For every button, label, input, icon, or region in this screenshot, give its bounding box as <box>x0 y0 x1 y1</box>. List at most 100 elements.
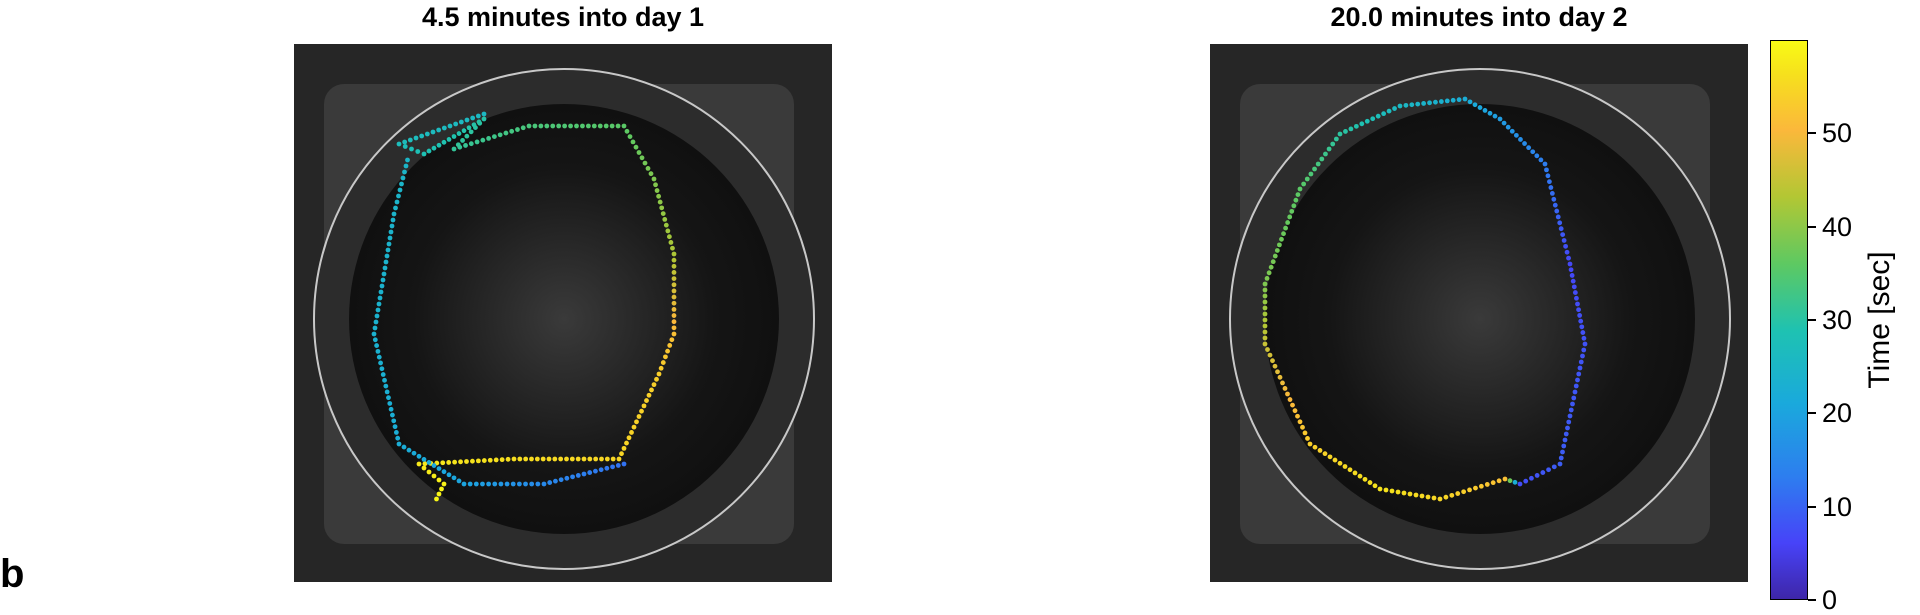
trajectory-dot <box>1568 407 1574 413</box>
trajectory-dot <box>464 459 469 464</box>
trajectory-dot <box>1581 347 1587 353</box>
trajectory-dot <box>1315 161 1321 167</box>
trajectory-dot <box>426 469 432 475</box>
trajectory-dot <box>396 193 401 199</box>
trajectory-dot <box>439 486 444 492</box>
trajectory-dot <box>671 251 677 257</box>
trajectory-dot <box>1540 470 1546 475</box>
trajectory-dot <box>1576 371 1582 377</box>
trajectory-dot <box>541 481 547 487</box>
trajectory-dot <box>389 223 395 229</box>
trajectory-dot <box>1262 341 1268 347</box>
trajectory-dot <box>405 157 410 163</box>
trajectory-dot <box>538 123 544 129</box>
trajectory-dot <box>1492 113 1498 119</box>
trajectory-dot <box>422 461 428 467</box>
trajectory-dot <box>1449 492 1455 498</box>
trajectory-dot <box>384 253 390 259</box>
trajectory-dot <box>1551 196 1557 202</box>
trajectory-dot <box>1545 173 1551 179</box>
trajectory-dot <box>630 139 636 145</box>
trajectory-dot <box>671 313 677 318</box>
trajectory-dot <box>440 460 446 466</box>
trajectory-dot <box>1522 141 1527 146</box>
trajectory-dot <box>1570 401 1575 407</box>
trajectory-dot <box>1270 358 1275 364</box>
trajectory-dot <box>574 123 579 129</box>
trajectory-dot <box>491 134 497 140</box>
trajectory-dot <box>380 372 386 377</box>
trajectory-dot <box>1343 129 1348 134</box>
trajectory-dot <box>671 276 677 282</box>
trajectory-dot <box>391 418 397 424</box>
trajectory-dot <box>1437 496 1443 502</box>
trajectory-dot <box>436 491 442 497</box>
colorbar-label: Time [sec] <box>1863 251 1896 389</box>
trajectory-dot <box>671 319 677 325</box>
trajectory-dot <box>403 163 409 169</box>
trajectory-dot <box>1307 441 1313 447</box>
trajectory-dot <box>585 123 591 129</box>
trajectory-dot <box>416 453 422 459</box>
trajectory-dot <box>646 392 652 398</box>
trajectory-dot <box>481 111 487 117</box>
trajectory-dot <box>1563 243 1568 249</box>
trajectory-dot <box>610 464 615 470</box>
trajectory-dot <box>372 337 378 343</box>
trajectory-dot <box>663 354 668 360</box>
trajectory-dot <box>436 477 442 483</box>
trajectory-dot <box>587 456 593 462</box>
trajectory-dot <box>436 466 442 472</box>
trajectory-dot <box>1484 482 1490 487</box>
trajectory-dot <box>1523 478 1529 484</box>
trajectory-dot <box>544 123 550 129</box>
trajectory-dot <box>668 240 674 245</box>
trajectory-dot <box>550 123 556 129</box>
trajectory-dot <box>654 376 659 382</box>
trajectory-dot <box>1477 105 1483 110</box>
arena-floor <box>349 104 779 534</box>
arena-photo-day-2 <box>1210 44 1748 582</box>
trajectory-dot <box>1283 225 1288 231</box>
trajectory-dot <box>1581 335 1587 341</box>
trajectory-dot <box>481 116 487 122</box>
trajectory-dot <box>667 343 673 348</box>
trajectory-dot <box>1262 311 1268 317</box>
trajectory-dot <box>671 282 677 288</box>
trajectory-dot <box>402 169 407 175</box>
trajectory-dot <box>570 474 575 480</box>
trajectory-dot <box>615 123 621 129</box>
trajectory-dot <box>1513 132 1519 138</box>
trajectory-dot <box>1281 231 1286 237</box>
trajectory-dot <box>1290 402 1295 408</box>
trajectory-dot <box>415 149 421 154</box>
trajectory-dot <box>1322 451 1328 457</box>
trajectory-dot <box>1270 259 1276 265</box>
trajectory-dot <box>671 288 677 294</box>
trajectory-dot <box>386 241 392 247</box>
trajectory-dot <box>1372 483 1378 489</box>
trajectory-dot <box>375 348 381 354</box>
trajectory-dot <box>1558 455 1564 461</box>
trajectory-dot <box>644 398 649 403</box>
trajectory-dot <box>1266 270 1272 276</box>
trajectory-dot <box>665 348 670 354</box>
trajectory-dot <box>1563 431 1569 437</box>
trajectory-dot <box>1577 365 1583 371</box>
trajectory-dot <box>597 123 603 129</box>
trajectory-dot <box>1542 161 1548 167</box>
colorbar-tick-label: 10 <box>1822 491 1853 522</box>
trajectory-dot <box>509 128 515 134</box>
trajectory-dot <box>409 146 414 152</box>
colorbar-tick-mark <box>1808 225 1816 228</box>
trajectory-dot <box>379 283 385 289</box>
trajectory-dot <box>1505 124 1511 130</box>
trajectory-dot <box>1547 179 1552 185</box>
trajectory-dot <box>598 467 604 473</box>
trajectory-dot <box>457 144 463 150</box>
trajectory-dot <box>1526 145 1532 151</box>
trajectory-dot <box>651 176 657 182</box>
trajectory-dot <box>1279 236 1284 242</box>
trajectory-dot <box>1570 278 1576 284</box>
trajectory-dot <box>1573 383 1579 389</box>
